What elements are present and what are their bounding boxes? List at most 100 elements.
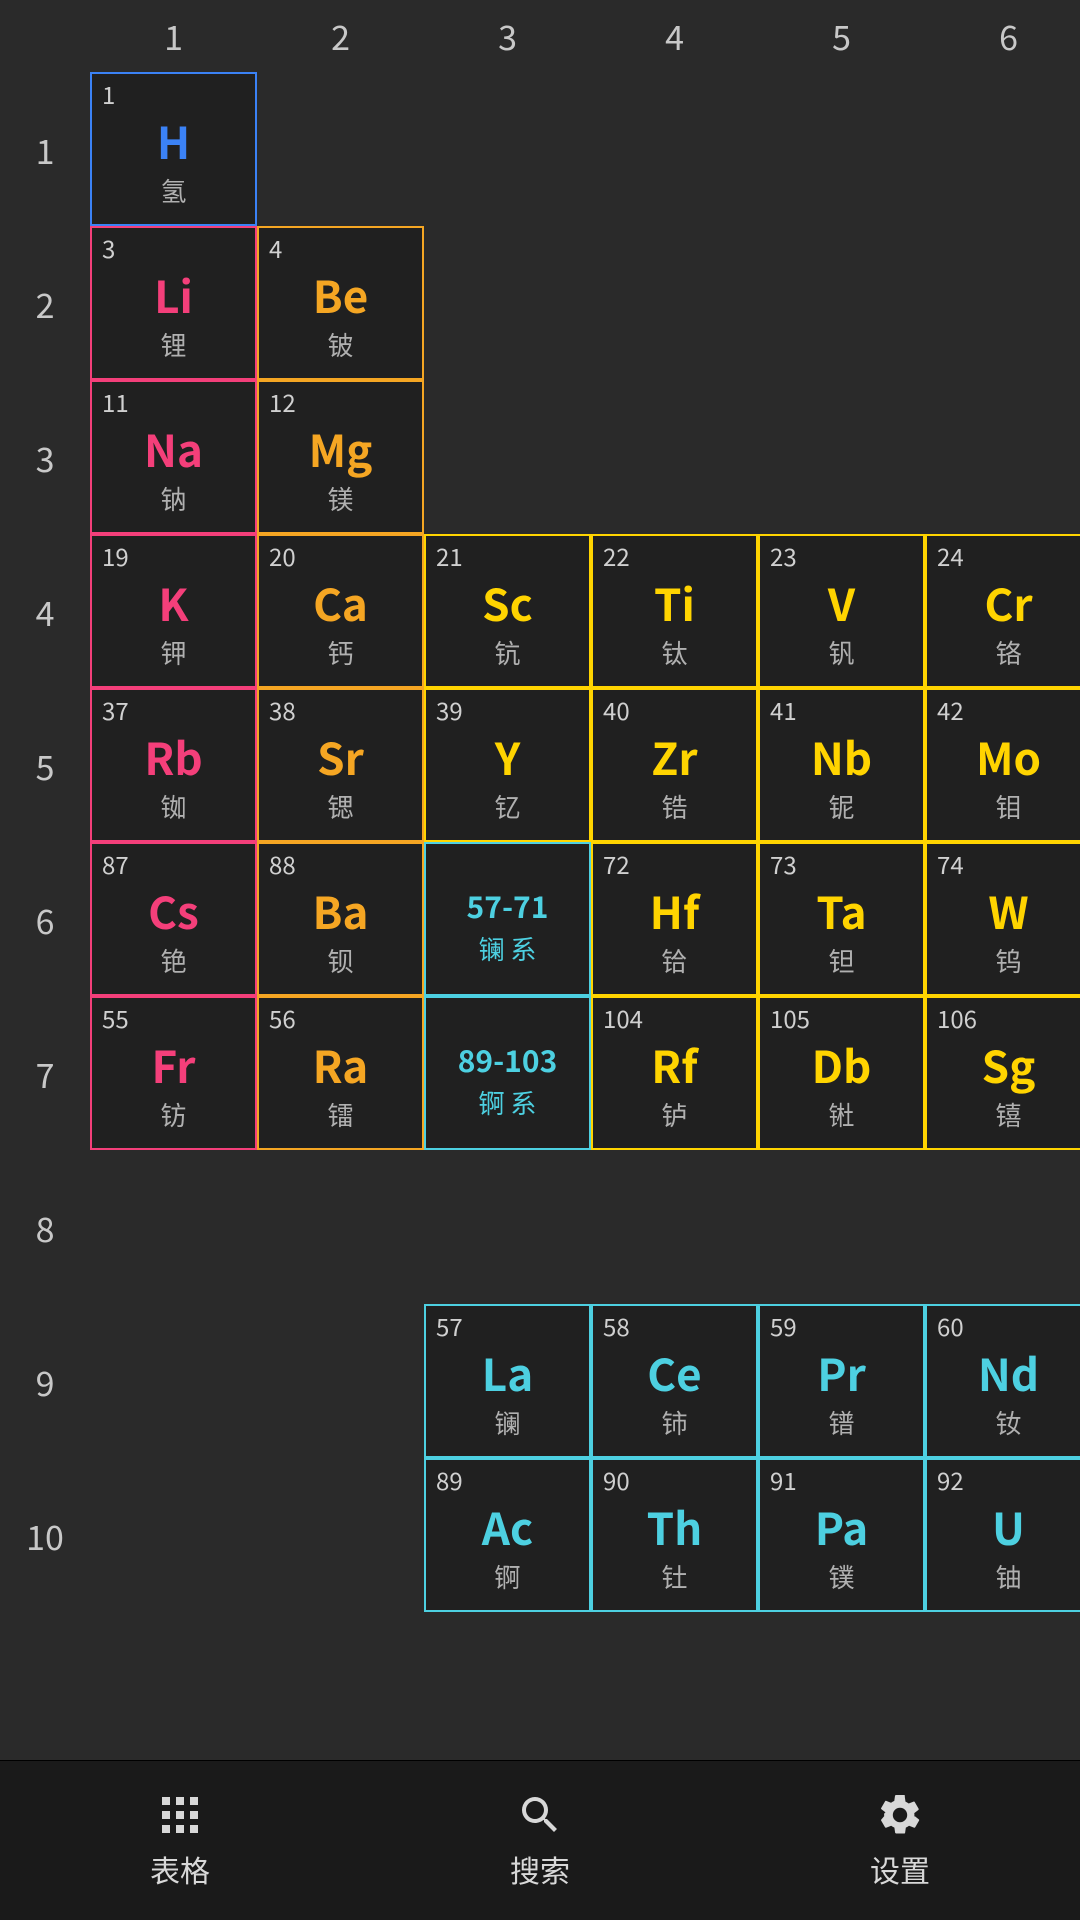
element-cell-Rf[interactable]: 104Rf𬬻 [591, 996, 758, 1150]
element-cell-Zr[interactable]: 40Zr锆 [591, 688, 758, 842]
atomic-number: 105 [770, 1006, 913, 1030]
column-header: 1 [90, 0, 257, 72]
element-name: 锕 [436, 1558, 579, 1595]
element-name: 铍 [269, 326, 412, 363]
element-cell-V[interactable]: 23V钒 [758, 534, 925, 688]
element-name: 钕 [937, 1404, 1080, 1441]
element-cell-Cr[interactable]: 24Cr铬 [925, 534, 1080, 688]
element-cell-Li[interactable]: 3Li锂 [90, 226, 257, 380]
element-name: 铯 [102, 942, 245, 979]
periodic-table-area: 123456 12345678910 1H氢3Li锂4Be铍11Na钠12Mg镁… [0, 0, 1080, 1760]
element-name: 钙 [269, 634, 412, 671]
element-symbol: Db [770, 1042, 913, 1086]
element-cell-Db[interactable]: 105 Db 𬭊 [758, 996, 925, 1150]
column-header: 3 [424, 0, 591, 72]
element-name: 钽 [770, 942, 913, 979]
element-name: 铪 [603, 942, 746, 979]
element-cell-Sc[interactable]: 21Sc钪 [424, 534, 591, 688]
element-cell-Nd[interactable]: 60Nd钕 [925, 1304, 1080, 1458]
element-symbol: Th [603, 1504, 746, 1548]
nav-search[interactable]: 搜索 [360, 1761, 720, 1920]
element-name: 钼 [937, 788, 1080, 825]
atomic-number: 91 [770, 1468, 913, 1492]
row-header: 7 [0, 996, 90, 1150]
atomic-number: 55 [102, 1006, 245, 1030]
atomic-number: 23 [770, 544, 913, 568]
element-cell-Fr[interactable]: 55Fr钫 [90, 996, 257, 1150]
element-symbol: Y [436, 734, 579, 778]
element-cell-Ti[interactable]: 22Ti钛 [591, 534, 758, 688]
element-cell-Pa[interactable]: 91Pa镤 [758, 1458, 925, 1612]
element-cell-Sg[interactable]: 106Sg𬭳 [925, 996, 1080, 1150]
range-cell[interactable]: 57-71镧 系 [424, 842, 591, 996]
nav-table[interactable]: 表格 [0, 1761, 360, 1920]
element-symbol: Ca [269, 580, 412, 624]
element-symbol: V [770, 580, 913, 624]
element-name: 钛 [603, 634, 746, 671]
atomic-number: 42 [937, 698, 1080, 722]
range-label: 89-103 [436, 1044, 579, 1074]
element-name: 锶 [269, 788, 412, 825]
element-cell-Ra[interactable]: 56Ra镭 [257, 996, 424, 1150]
element-cell-Ca[interactable]: 20Ca钙 [257, 534, 424, 688]
element-name: 𬭊 [770, 1096, 913, 1133]
element-name: 铀 [937, 1558, 1080, 1595]
range-label: 57-71 [436, 890, 579, 920]
element-cell-Na[interactable]: 11Na钠 [90, 380, 257, 534]
element-cell-Hf[interactable]: 72Hf铪 [591, 842, 758, 996]
element-cell-W[interactable]: 74W钨 [925, 842, 1080, 996]
row-header: 4 [0, 534, 90, 688]
element-cell-Ac[interactable]: 89Ac锕 [424, 1458, 591, 1612]
element-cell-Be[interactable]: 4Be铍 [257, 226, 424, 380]
element-cell-U[interactable]: 92U铀 [925, 1458, 1080, 1612]
element-cell-Mg[interactable]: 12Mg镁 [257, 380, 424, 534]
atomic-number: 87 [102, 852, 245, 876]
element-cell-Ba[interactable]: 88Ba钡 [257, 842, 424, 996]
element-cell-Cs[interactable]: 87Cs铯 [90, 842, 257, 996]
element-cell-La[interactable]: 57La镧 [424, 1304, 591, 1458]
element-cell-Pr[interactable]: 59Pr镨 [758, 1304, 925, 1458]
range-cell[interactable]: 89-103 锕 系 [424, 996, 591, 1150]
element-cell-Rb[interactable]: 37Rb铷 [90, 688, 257, 842]
element-name: 钠 [102, 480, 245, 517]
atomic-number: 21 [436, 544, 579, 568]
element-name: 锆 [603, 788, 746, 825]
element-cell-Nb[interactable]: 41Nb铌 [758, 688, 925, 842]
range-name: 锕 系 [436, 1084, 579, 1121]
element-cell-Mo[interactable]: 42Mo钼 [925, 688, 1080, 842]
element-symbol: K [102, 580, 245, 624]
element-name: 钇 [436, 788, 579, 825]
element-name: 铬 [937, 634, 1080, 671]
nav-settings-label: 设置 [870, 1847, 930, 1891]
element-symbol: Ti [603, 580, 746, 624]
nav-settings[interactable]: 设置 [720, 1761, 1080, 1920]
element-name: 镨 [770, 1404, 913, 1441]
row-header: 5 [0, 688, 90, 842]
element-cell-Th[interactable]: 90Th钍 [591, 1458, 758, 1612]
nav-table-label: 表格 [150, 1847, 210, 1891]
bottom-nav: 表格 搜索 设置 [0, 1760, 1080, 1920]
element-symbol: Pr [770, 1350, 913, 1394]
element-cell-Y[interactable]: 39Y钇 [424, 688, 591, 842]
element-symbol: H [102, 118, 245, 162]
element-cell-Ta[interactable]: 73Ta钽 [758, 842, 925, 996]
atomic-number: 73 [770, 852, 913, 876]
element-symbol: Nd [937, 1350, 1080, 1394]
atomic-number: 106 [937, 1006, 1080, 1030]
row-header: 6 [0, 842, 90, 996]
element-cell-K[interactable]: 19K钾 [90, 534, 257, 688]
atomic-number: 74 [937, 852, 1080, 876]
element-name: 镁 [269, 480, 412, 517]
element-cell-Ce[interactable]: 58Ce铈 [591, 1304, 758, 1458]
element-cell-Sr[interactable]: 38 Sr 锶 [257, 688, 424, 842]
atomic-number: 38 [269, 698, 412, 722]
element-symbol: Ac [436, 1504, 579, 1548]
element-symbol: Ra [269, 1042, 412, 1086]
element-symbol: Sr [269, 734, 412, 778]
element-cell-H[interactable]: 1H氢 [90, 72, 257, 226]
atomic-number: 41 [770, 698, 913, 722]
element-name: 𬬻 [603, 1096, 746, 1133]
element-name: 𬭳 [937, 1096, 1080, 1133]
element-name: 氢 [102, 172, 245, 209]
element-name: 钫 [102, 1096, 245, 1133]
